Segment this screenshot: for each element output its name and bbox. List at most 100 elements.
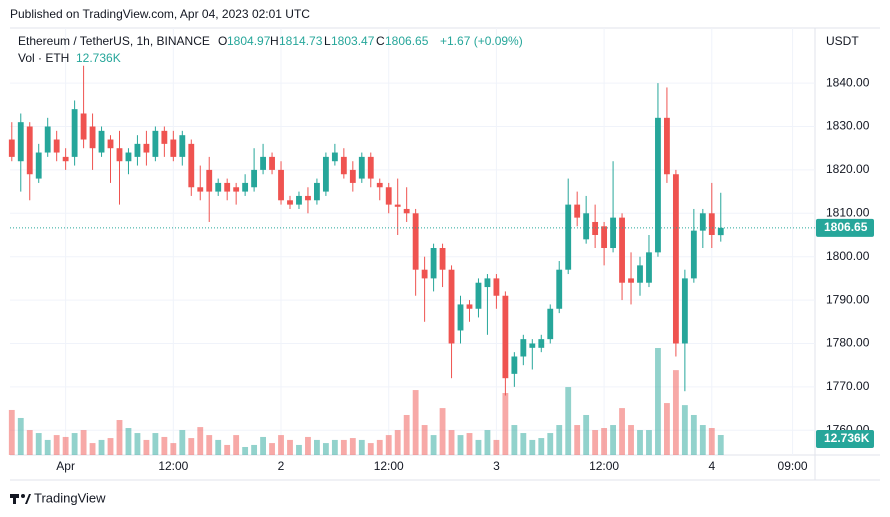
- candle-body: [242, 182, 249, 192]
- candle-body: [601, 226, 608, 249]
- candle-body: [44, 126, 51, 153]
- volume-bar: [251, 444, 258, 455]
- volume-bar: [215, 439, 222, 455]
- candle-body: [206, 169, 213, 192]
- y-tick-label: 1840.00: [826, 75, 870, 89]
- candle-body: [502, 295, 509, 379]
- volume-bar: [170, 443, 177, 455]
- candle-body: [439, 248, 446, 270]
- volume-bar: [287, 439, 293, 455]
- volume-bar: [269, 443, 275, 455]
- candle-body: [143, 143, 150, 153]
- candle-body: [376, 182, 383, 188]
- candle-body: [107, 139, 114, 149]
- candle-body: [179, 135, 186, 157]
- ohlc-value: 1804.97: [227, 34, 271, 48]
- volume-bar: [242, 446, 249, 455]
- volume-bar: [35, 433, 42, 455]
- candle-body: [170, 139, 177, 157]
- candle-body: [547, 308, 554, 340]
- volume-bar: [331, 439, 338, 455]
- ohlc-letter: L: [324, 34, 331, 48]
- candle-body: [340, 156, 347, 175]
- volume-bar: [538, 438, 545, 455]
- volume-bar: [699, 425, 706, 455]
- candle-body: [574, 204, 581, 218]
- candle-body: [98, 130, 105, 153]
- volume-bar: [26, 430, 33, 455]
- legend: Ethereum / TetherUS, 1h, BINANCE O 1804.…: [18, 34, 523, 65]
- ohlc-value: 1814.73: [279, 34, 323, 48]
- candle-body: [628, 278, 634, 283]
- x-tick-label: 09:00: [778, 459, 808, 473]
- volume-bar: [681, 405, 688, 455]
- volume-bar: [421, 425, 428, 455]
- volume-bar: [529, 439, 536, 455]
- x-tick-label: 2: [278, 459, 285, 473]
- volume-bar: [44, 439, 51, 455]
- volume-bar: [628, 425, 634, 455]
- volume-label: 12.736K: [824, 431, 870, 445]
- volume-bar: [385, 435, 392, 455]
- candle-body: [717, 227, 724, 236]
- volume-label-box: [816, 430, 874, 449]
- volume-bar: [547, 433, 554, 455]
- volume-bar: [610, 425, 616, 455]
- y-tick-label: 1780.00: [826, 336, 870, 350]
- volume-bar: [8, 409, 15, 455]
- candle-body: [287, 200, 293, 205]
- volume-bar: [511, 425, 518, 455]
- candle-body: [385, 187, 392, 205]
- candle-body: [26, 126, 33, 175]
- volume-bar: [53, 435, 60, 455]
- candle-body: [233, 187, 240, 192]
- candle-body: [251, 169, 258, 188]
- volume-bar: [17, 417, 24, 455]
- candle-body: [610, 217, 616, 249]
- candle-body: [8, 139, 15, 157]
- candle-body: [260, 156, 266, 170]
- volume-bar: [646, 430, 652, 455]
- volume-bar: [152, 433, 159, 455]
- volume-bar: [340, 439, 347, 455]
- candle-body: [367, 156, 374, 179]
- x-tick-label: 4: [708, 459, 715, 473]
- volume-bar: [403, 414, 410, 455]
- currency: USDT: [826, 34, 859, 48]
- volume-bar: [179, 430, 186, 455]
- candle-body: [278, 169, 284, 201]
- candle-body: [583, 213, 590, 240]
- candle-body: [349, 169, 356, 183]
- candle-body: [394, 204, 401, 207]
- candle-body: [708, 213, 715, 235]
- candle-body: [215, 182, 222, 192]
- candle-body: [421, 269, 428, 279]
- candle-body: [161, 130, 168, 144]
- candle-body: [305, 195, 311, 201]
- y-tick-label: 1810.00: [826, 205, 870, 219]
- publish-note: Published on TradingView.com, Apr 04, 20…: [10, 7, 310, 21]
- volume-bar: [224, 444, 231, 455]
- volume-bar: [197, 427, 204, 455]
- candle-body: [71, 109, 78, 157]
- volume-bar: [457, 435, 464, 455]
- candle-body: [125, 152, 132, 162]
- brand-logo: [21, 494, 25, 498]
- candle-body: [331, 152, 338, 162]
- volume-bar: [98, 439, 105, 455]
- x-tick-label: 12:00: [158, 459, 188, 473]
- symbol-title: Ethereum / TetherUS, 1h, BINANCE: [18, 34, 210, 48]
- candle-body: [538, 339, 545, 348]
- volume-bar: [520, 433, 527, 455]
- volume-bar: [233, 435, 240, 455]
- candle-body: [17, 122, 24, 162]
- candle-body: [197, 187, 204, 192]
- volume-bar: [655, 348, 661, 455]
- volume-bar: [565, 387, 572, 455]
- volume-bar: [314, 439, 320, 455]
- candle-body: [134, 143, 141, 157]
- brand-name: TradingView: [34, 490, 106, 505]
- y-tick-label: 1830.00: [826, 119, 870, 133]
- candle-body: [699, 213, 706, 231]
- candle-body: [35, 152, 42, 179]
